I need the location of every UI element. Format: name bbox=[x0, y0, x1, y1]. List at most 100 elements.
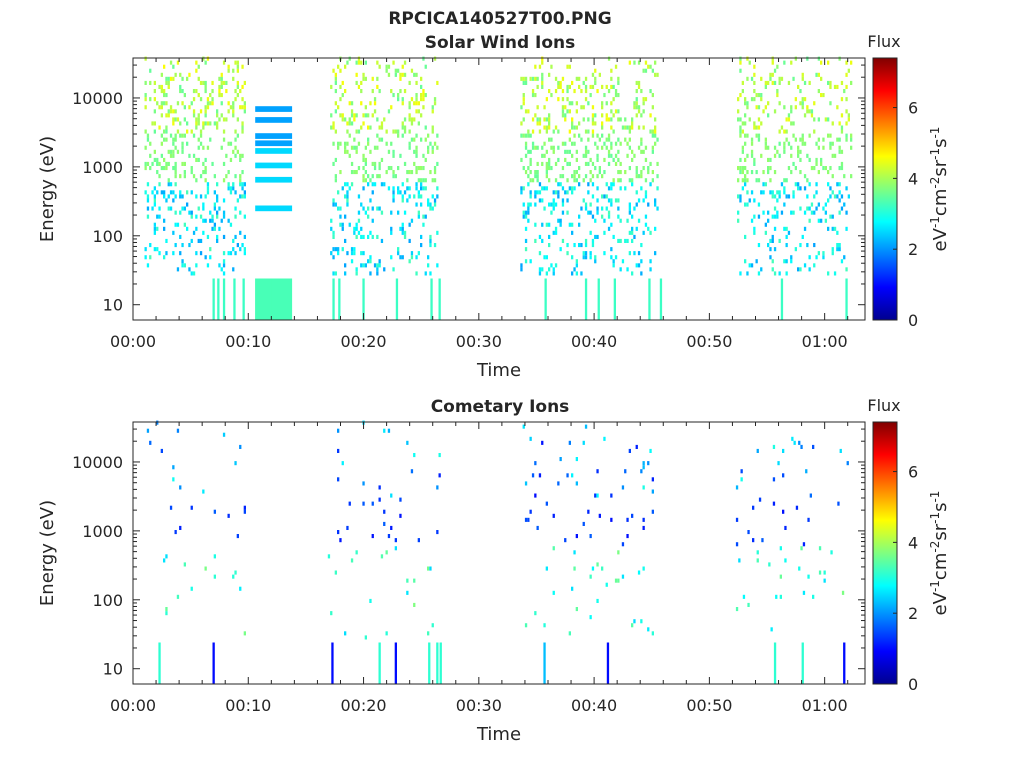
spectrogram-cell bbox=[420, 84, 423, 89]
spectrogram-cell bbox=[571, 186, 574, 191]
spectrogram-cell bbox=[387, 64, 391, 69]
spectrogram-cell bbox=[190, 586, 193, 591]
spectrogram-cell bbox=[339, 538, 342, 543]
spectrogram-cell bbox=[637, 570, 641, 575]
spectrogram-cell bbox=[550, 166, 553, 171]
spectrogram-cell bbox=[213, 222, 216, 227]
spectrogram-cell bbox=[399, 190, 402, 195]
spectrogram-cell bbox=[401, 194, 404, 199]
spectrogram-cell bbox=[401, 72, 404, 77]
spectrogram-cell bbox=[163, 190, 166, 195]
spectrogram-cell bbox=[644, 178, 648, 183]
spectrogram-cell bbox=[815, 72, 818, 77]
spectrogram-cell bbox=[802, 590, 806, 595]
spectrogram-cell bbox=[580, 271, 583, 276]
spectrogram-cell bbox=[183, 117, 186, 122]
spectrogram-cell bbox=[520, 263, 523, 268]
spectrogram-cell bbox=[633, 105, 636, 110]
spectrogram-cell bbox=[617, 76, 620, 81]
spectrogram-cell bbox=[529, 202, 532, 207]
spectrogram-cell bbox=[417, 194, 420, 199]
spectrogram-cell bbox=[378, 89, 381, 94]
spectrogram-cell bbox=[172, 153, 175, 158]
spectrogram-cell bbox=[355, 550, 358, 555]
spectrogram-cell bbox=[146, 194, 150, 199]
spectrogram-cell bbox=[243, 251, 246, 256]
spectrogram-cell bbox=[410, 170, 414, 175]
spectrogram-cell bbox=[373, 161, 377, 166]
spectrogram-cell bbox=[566, 84, 569, 89]
spectrogram-cell bbox=[346, 121, 349, 126]
spectrogram-cell bbox=[429, 234, 432, 239]
spectrogram-cell bbox=[750, 141, 754, 146]
spectrogram-cell bbox=[561, 210, 565, 215]
spectrogram-cell bbox=[399, 226, 402, 231]
spectrogram-cell bbox=[561, 109, 565, 114]
spectrogram-cell bbox=[362, 157, 365, 162]
spectrogram-cell bbox=[815, 255, 818, 260]
spectrogram-cell bbox=[239, 178, 242, 183]
spectrogram-cell bbox=[594, 68, 597, 73]
spectrogram-cell bbox=[640, 186, 643, 191]
spectrogram-cell bbox=[360, 125, 363, 130]
spectrogram-cell bbox=[408, 238, 411, 243]
spectrogram-cell bbox=[397, 133, 400, 138]
spectrogram-cell bbox=[813, 263, 816, 268]
spectrogram-cell bbox=[415, 182, 418, 187]
spectrogram-cell bbox=[802, 542, 806, 547]
spectrogram-cell bbox=[548, 157, 551, 162]
spectrogram-cell bbox=[239, 210, 242, 215]
spectrogram-cell bbox=[810, 113, 814, 118]
spectrogram-cell bbox=[144, 129, 147, 134]
spectrogram-cell bbox=[603, 93, 606, 98]
spectrogram-cell bbox=[213, 202, 216, 207]
spectrogram-cell bbox=[431, 206, 434, 211]
spectrogram-cell bbox=[241, 129, 244, 134]
spectrogram-cell bbox=[360, 263, 363, 268]
spectrogram-cell bbox=[348, 133, 351, 138]
spectrogram-cell bbox=[640, 113, 643, 118]
spectrogram-cell bbox=[605, 182, 608, 187]
spectrogram-cell bbox=[644, 97, 648, 102]
spectrogram-cell bbox=[757, 133, 761, 138]
spectrogram-cell bbox=[753, 230, 756, 235]
spectrogram-cell bbox=[617, 578, 620, 583]
spectrogram-cell bbox=[186, 129, 189, 134]
spectrogram-cell bbox=[149, 153, 152, 158]
spectrogram-cell bbox=[746, 56, 749, 61]
spectrogram-cell bbox=[554, 76, 558, 81]
spectrogram-cell bbox=[566, 190, 569, 195]
spectrogram-cell bbox=[422, 178, 425, 183]
spectrogram-cell bbox=[413, 101, 416, 106]
spectrogram-event bbox=[338, 278, 341, 320]
spectrogram-cell bbox=[575, 170, 578, 175]
spectrogram-cell bbox=[350, 101, 354, 106]
spectrogram-cell bbox=[554, 178, 558, 183]
spectrogram-cell bbox=[827, 117, 830, 122]
spectrogram-cell bbox=[850, 133, 853, 138]
spectrogram-cell bbox=[624, 186, 627, 191]
plot-frame-cometary bbox=[132, 421, 866, 685]
spectrogram-cell bbox=[163, 101, 166, 106]
spectrogram-cell bbox=[617, 80, 620, 85]
spectrogram-cell bbox=[190, 170, 193, 175]
spectrogram-cell bbox=[799, 186, 802, 191]
spectrogram-cell bbox=[367, 141, 370, 146]
spectrogram-cell bbox=[744, 101, 747, 106]
spectrogram-event bbox=[436, 642, 439, 684]
spectrogram-cell bbox=[651, 477, 654, 482]
spectrogram-cell bbox=[334, 89, 337, 94]
spectrogram-cell bbox=[383, 521, 386, 526]
spectrogram-cell bbox=[146, 182, 150, 187]
spectrogram-cell bbox=[566, 473, 569, 478]
spectrogram-cell bbox=[840, 113, 844, 118]
spectrogram-cell bbox=[772, 477, 776, 482]
spectrogram-cell bbox=[172, 149, 175, 154]
spectrogram-cell bbox=[413, 602, 416, 607]
spectrogram-cell bbox=[568, 137, 571, 142]
spectrogram-cell bbox=[172, 230, 175, 235]
spectrogram-cell bbox=[394, 72, 397, 77]
spectrogram-cell bbox=[204, 566, 207, 571]
spectrogram-cell bbox=[807, 517, 810, 522]
spectrogram-cell bbox=[172, 465, 175, 470]
